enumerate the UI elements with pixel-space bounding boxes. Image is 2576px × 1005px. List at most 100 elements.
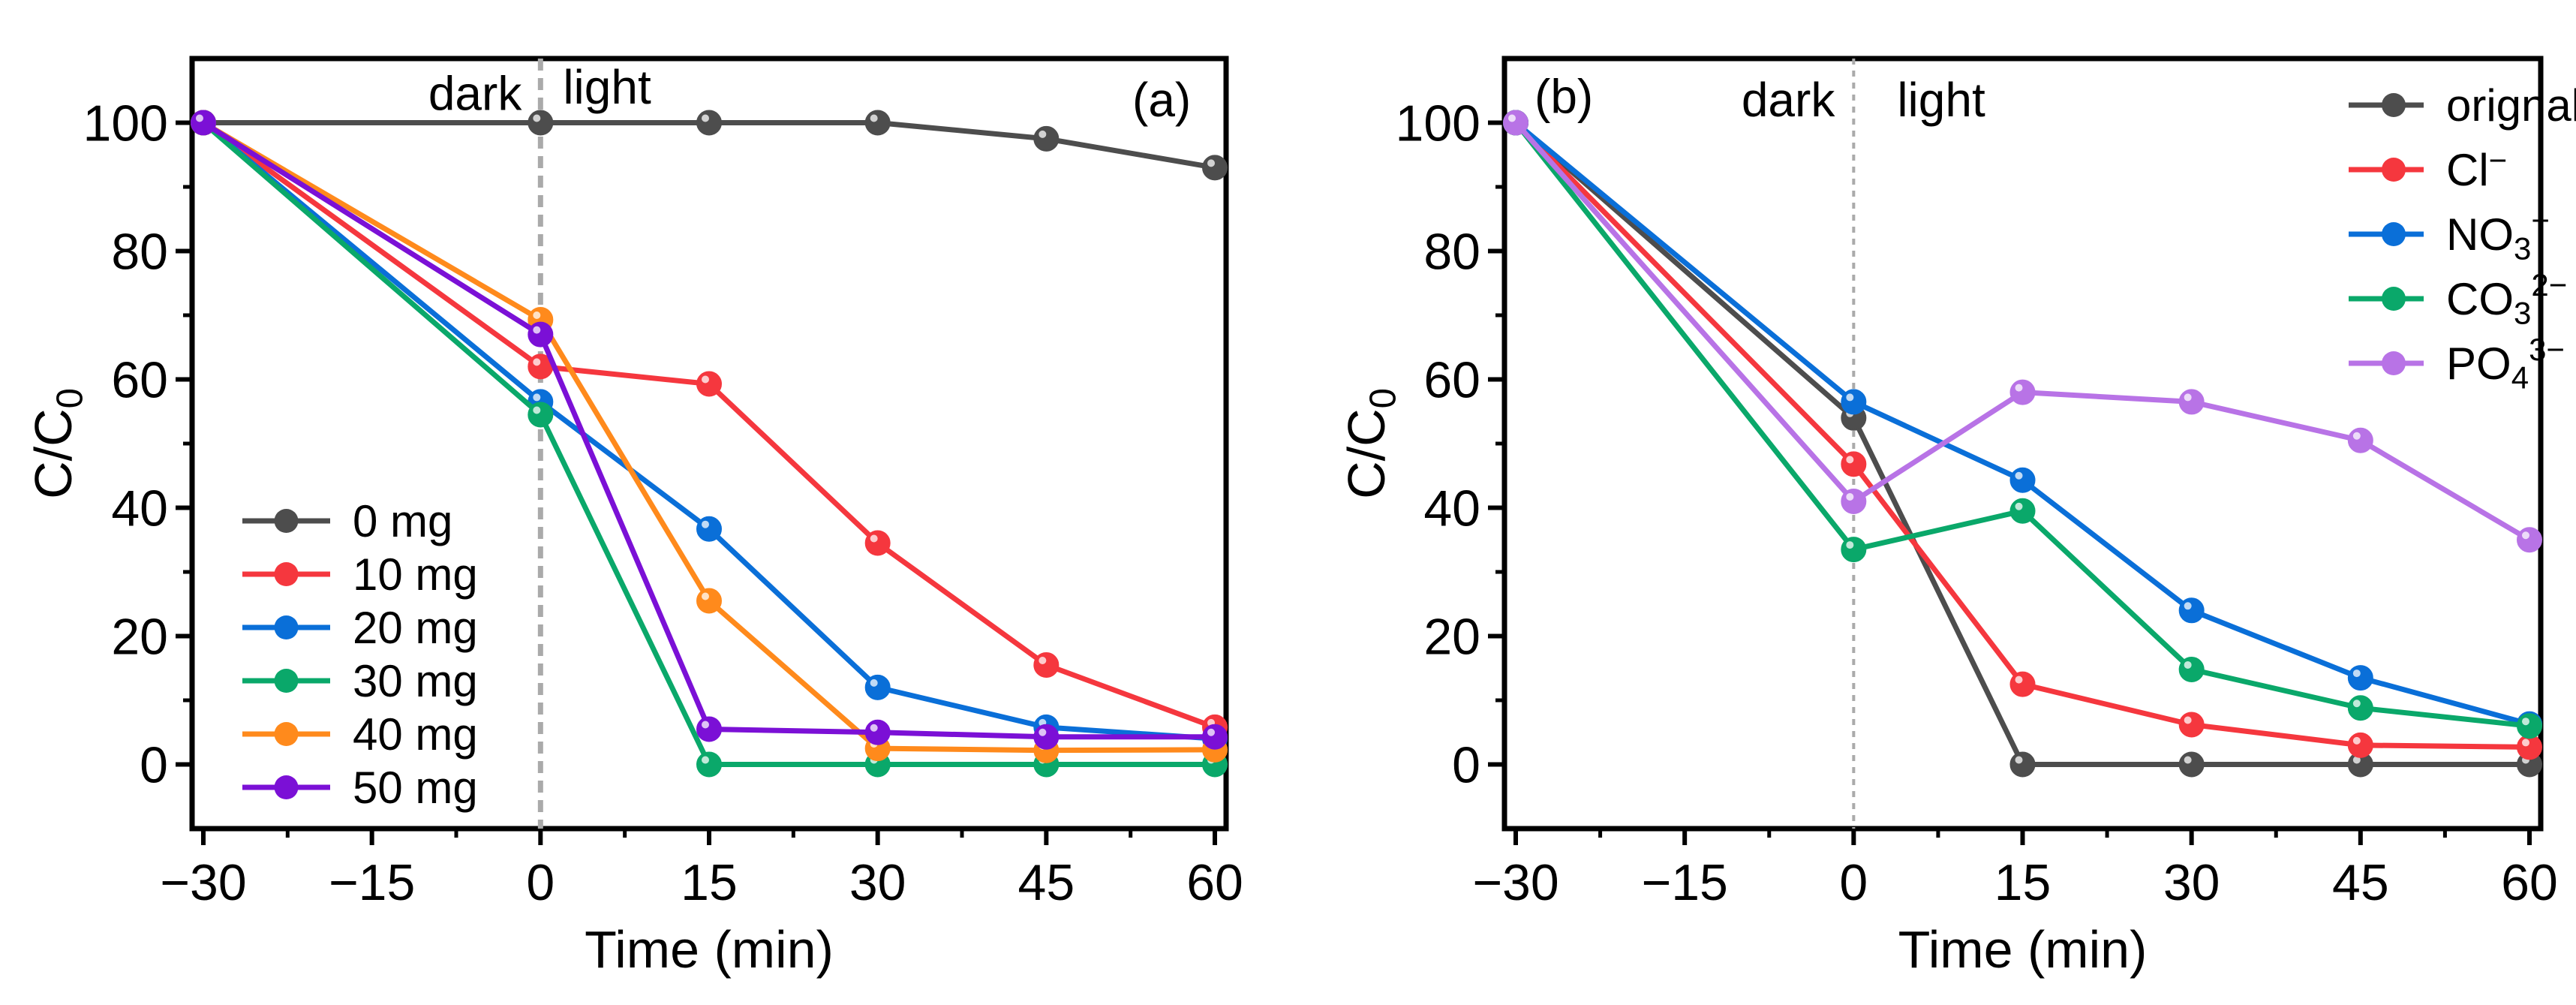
legend-item: PO43− — [2349, 332, 2565, 396]
data-point — [696, 588, 722, 614]
data-point-highlight — [2015, 502, 2023, 510]
data-point-highlight — [2184, 756, 2192, 764]
data-point — [2178, 389, 2205, 415]
data-point — [190, 110, 216, 136]
data-point — [696, 371, 722, 397]
data-point — [1841, 537, 1867, 563]
series-line — [201, 120, 1216, 742]
legend-label-base: Cl — [2446, 145, 2489, 195]
data-point — [2347, 427, 2373, 453]
legend-marker — [2382, 351, 2406, 375]
legend-label-sub: 3 — [2514, 296, 2531, 331]
legend-item: 10 mg — [242, 549, 478, 600]
legend-marker — [274, 722, 299, 746]
y-tick-label: 60 — [1423, 352, 1480, 409]
y-tick-label: 40 — [111, 480, 168, 537]
data-point — [528, 402, 554, 428]
data-point — [528, 110, 554, 136]
legend-label-base: NO — [2446, 209, 2514, 260]
data-point-highlight — [1039, 728, 1047, 736]
x-tick-label: 60 — [1186, 854, 1243, 911]
legend-label-sup: − — [2489, 143, 2508, 178]
data-point-highlight — [702, 756, 709, 764]
legend-marker — [2382, 287, 2406, 311]
legend-label: 20 mg — [353, 603, 478, 653]
data-point-highlight — [533, 393, 541, 402]
data-point — [1202, 724, 1228, 750]
series-line — [201, 120, 1216, 730]
legend-label: 30 mg — [353, 656, 478, 706]
data-point — [1033, 724, 1060, 750]
x-axis-label: Time (min) — [1898, 920, 2148, 979]
data-point-highlight — [2015, 676, 2023, 684]
data-point — [2009, 379, 2036, 405]
y-axis-label-sub: 0 — [50, 388, 91, 408]
data-point-highlight — [1039, 656, 1047, 664]
legend-marker — [274, 562, 299, 586]
data-point-highlight — [702, 721, 709, 729]
data-point — [2009, 467, 2036, 493]
data-point-highlight — [702, 520, 709, 528]
series-co32- — [1503, 110, 2542, 739]
data-point — [696, 716, 722, 742]
series-line — [1513, 121, 2531, 543]
data-point-highlight — [2352, 669, 2361, 678]
data-point — [2178, 751, 2205, 778]
data-point-highlight — [1846, 393, 1854, 402]
legend-label-base: 20 mg — [353, 603, 478, 653]
data-point-highlight — [702, 592, 709, 600]
legend-label-base: 30 mg — [353, 656, 478, 706]
legend-item: 30 mg — [242, 656, 478, 706]
data-point — [1841, 389, 1867, 415]
series-line — [1513, 120, 2530, 727]
data-point — [2516, 713, 2542, 739]
series-line — [1513, 121, 2530, 750]
y-tick-label: 0 — [140, 737, 168, 794]
data-point — [1503, 110, 1529, 136]
y-tick-label: 100 — [1396, 95, 1480, 152]
y-tick-label: 20 — [111, 609, 168, 666]
series-line — [202, 120, 1216, 754]
legend-label: CO32− — [2446, 267, 2567, 331]
data-point-highlight — [1846, 492, 1854, 501]
light-label: light — [563, 60, 651, 114]
x-tick-label: 0 — [526, 854, 555, 911]
legend-marker — [274, 509, 299, 533]
dark-label: dark — [428, 66, 523, 120]
x-tick-label: 60 — [2501, 854, 2558, 911]
data-point-highlight — [2184, 602, 2192, 610]
data-point-highlight — [533, 311, 541, 319]
data-point-highlight — [2521, 739, 2529, 747]
data-point — [2516, 527, 2542, 553]
series-line — [1513, 120, 2529, 767]
legend-label-base: 50 mg — [353, 763, 478, 813]
legend-label: PO43− — [2446, 332, 2565, 396]
data-point-highlight — [195, 114, 203, 122]
series-line — [1513, 121, 2530, 729]
legend-marker — [2382, 93, 2406, 117]
data-point — [2347, 732, 2373, 758]
x-tick-label: −30 — [160, 854, 246, 911]
data-point-highlight — [2184, 716, 2192, 724]
panel-label: (b) — [1534, 70, 1593, 124]
data-point — [2347, 665, 2373, 691]
data-point-highlight — [1207, 728, 1216, 736]
data-point — [1841, 451, 1867, 477]
panel-a: −30 −15 0 15 30 45 60 0 20 40 60 80 100 Time (min) C/C… — [24, 56, 1243, 979]
x-axis-label: Time (min) — [585, 920, 834, 979]
y-tick-label: 40 — [1423, 480, 1480, 537]
legend-label-sup: 3− — [2529, 332, 2565, 367]
data-point — [2178, 712, 2205, 738]
data-point-highlight — [1207, 159, 1216, 167]
legend-label: 0 mg — [353, 496, 452, 546]
data-point-highlight — [533, 358, 541, 366]
data-point-highlight — [533, 406, 541, 414]
data-point-highlight — [1846, 541, 1854, 549]
data-point-highlight — [2015, 471, 2023, 480]
legend-label-base: 0 mg — [353, 496, 452, 546]
data-point — [2347, 695, 2373, 721]
dark-label: dark — [1742, 73, 1836, 127]
data-point-highlight — [2015, 756, 2023, 764]
series-cl- — [1503, 110, 2542, 760]
series-50-mg — [190, 110, 1228, 750]
